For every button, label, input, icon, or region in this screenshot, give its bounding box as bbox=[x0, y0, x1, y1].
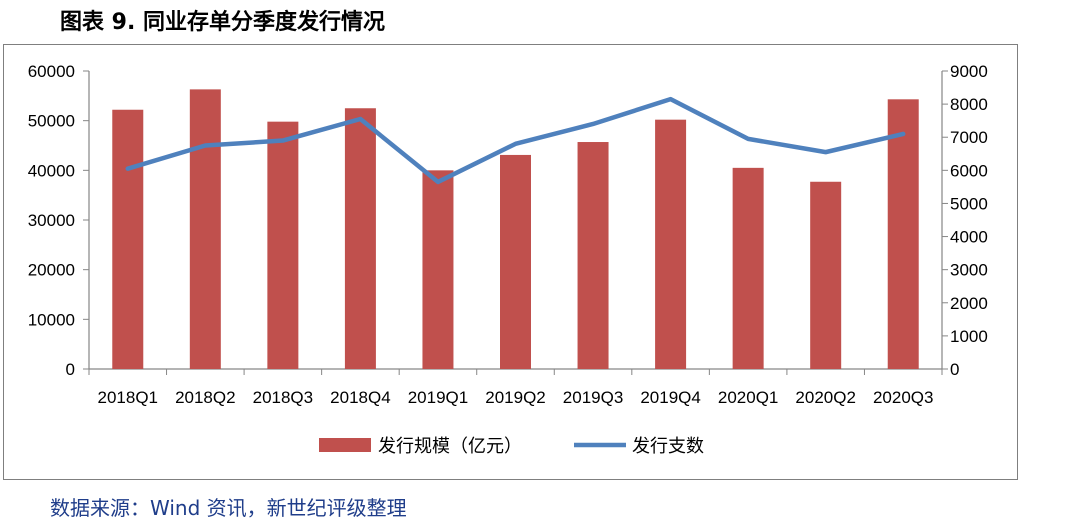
bar bbox=[577, 142, 609, 369]
x-tick-label: 2019Q4 bbox=[640, 388, 701, 407]
line-point bbox=[126, 167, 130, 171]
combo-chart: 0 10000 20000 30000 40000 50000 60000 0 1000 2000… bbox=[28, 62, 988, 457]
left-tick-label: 50000 bbox=[28, 112, 75, 131]
bar bbox=[655, 119, 687, 369]
legend-bar-swatch bbox=[319, 438, 371, 452]
x-tick-label: 2020Q1 bbox=[718, 388, 779, 407]
legend-line-label: 发行支数 bbox=[632, 436, 704, 457]
right-tick-label: 1000 bbox=[950, 327, 988, 346]
x-tick-label: 2019Q1 bbox=[408, 388, 469, 407]
x-tick-label: 2020Q3 bbox=[873, 388, 934, 407]
bar bbox=[112, 109, 144, 370]
chart-frame: 0 10000 20000 30000 40000 50000 60000 0 1000 2000… bbox=[3, 44, 1018, 480]
line-point bbox=[514, 142, 517, 146]
left-tick-label: 40000 bbox=[28, 161, 75, 180]
right-tick-label: 6000 bbox=[950, 161, 988, 180]
x-tick-label: 2018Q1 bbox=[98, 388, 159, 407]
right-tick-label: 5000 bbox=[950, 194, 988, 213]
left-tick-label: 10000 bbox=[28, 310, 75, 329]
bar-series bbox=[112, 89, 919, 370]
x-tick-label: 2020Q2 bbox=[795, 388, 856, 407]
line-point bbox=[746, 137, 750, 141]
bar bbox=[500, 154, 531, 369]
bar bbox=[189, 89, 221, 370]
right-tick-label: 3000 bbox=[950, 261, 988, 280]
right-tick-label: 9000 bbox=[950, 62, 988, 81]
left-tick-label: 30000 bbox=[28, 211, 75, 230]
bar bbox=[732, 167, 764, 369]
bar bbox=[810, 181, 842, 369]
right-tick-label: 0 bbox=[950, 360, 959, 379]
right-tick-label: 7000 bbox=[950, 128, 988, 147]
line-point bbox=[669, 97, 673, 101]
bar bbox=[422, 170, 454, 369]
figure-title: 图表 9. 同业存单分季度发行情况 bbox=[60, 10, 385, 35]
x-tick-label: 2019Q3 bbox=[563, 388, 624, 407]
left-tick-label: 0 bbox=[66, 360, 75, 379]
right-tick-label: 2000 bbox=[950, 294, 988, 313]
x-tick-label: 2018Q3 bbox=[253, 388, 314, 407]
source-note: 数据来源：Wind 资讯，新世纪评级整理 bbox=[50, 496, 407, 520]
line-point bbox=[591, 122, 595, 126]
bar bbox=[344, 108, 376, 369]
line-point bbox=[281, 139, 285, 143]
chart-axes: 0 10000 20000 30000 40000 50000 60000 0 1000 2000… bbox=[28, 62, 988, 407]
line-point bbox=[824, 150, 828, 154]
line-point bbox=[436, 180, 440, 184]
line-point bbox=[358, 117, 362, 121]
left-tick-label: 20000 bbox=[28, 261, 75, 280]
line-series bbox=[125, 96, 906, 185]
left-tick-label: 60000 bbox=[28, 62, 75, 81]
bar bbox=[887, 99, 919, 369]
line-point bbox=[203, 144, 207, 147]
line-point bbox=[901, 132, 905, 136]
chart-legend: 发行规模（亿元） 发行支数 bbox=[319, 436, 704, 457]
bar bbox=[267, 121, 299, 369]
x-tick-label: 2018Q2 bbox=[175, 388, 236, 407]
legend-bar-label: 发行规模（亿元） bbox=[378, 436, 522, 457]
x-tick-label: 2018Q4 bbox=[330, 388, 391, 407]
right-tick-label: 8000 bbox=[950, 95, 988, 114]
right-tick-label: 4000 bbox=[950, 228, 988, 247]
x-tick-label: 2019Q2 bbox=[485, 388, 546, 407]
